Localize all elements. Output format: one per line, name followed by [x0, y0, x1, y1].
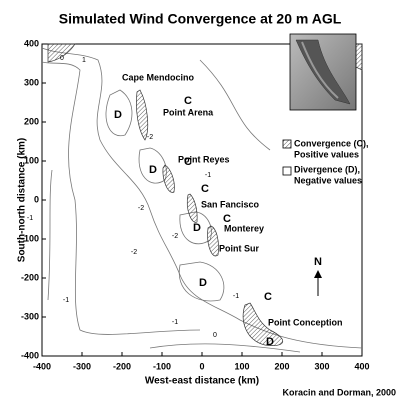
x-tick-label: -400: [33, 361, 51, 371]
y-tick-label: -300: [21, 311, 39, 321]
place-label: Point Arena: [163, 107, 214, 117]
contour-label: -1: [172, 319, 178, 326]
contour-label: -2: [147, 134, 153, 141]
region-label: C: [223, 213, 231, 225]
legend-label: Convergence (C),: [294, 138, 369, 148]
y-tick-label: 0: [34, 194, 39, 204]
x-axis-label: West-east distance (km): [145, 376, 259, 387]
x-tick-label: 200: [274, 361, 289, 371]
contour-label: -1: [63, 297, 69, 304]
source: Koracin and Dorman, 2000: [282, 387, 396, 397]
contour-label: 0: [213, 332, 217, 339]
region-label: C: [201, 183, 209, 195]
legend-label: Negative values: [294, 175, 362, 185]
contour-label: -1: [233, 293, 239, 300]
y-tick-label: 300: [24, 77, 39, 87]
contour-label: 1: [82, 57, 86, 64]
contour-label: -2: [131, 249, 137, 256]
place-label: Cape Mendocino: [122, 72, 195, 82]
place-label: Monterey: [224, 223, 264, 233]
contour-label: -2: [172, 233, 178, 240]
north-label: N: [314, 256, 322, 268]
x-tick-label: 300: [314, 361, 329, 371]
region-label: C: [264, 291, 272, 303]
y-tick-label: -100: [21, 233, 39, 243]
contour-label: -2: [138, 205, 144, 212]
y-axis-label: South-north distance (km): [17, 138, 28, 262]
place-label: Point Sur: [219, 243, 259, 253]
y-tick-label: 100: [24, 155, 39, 165]
north-arrow: [314, 270, 322, 296]
region-label: C: [184, 95, 192, 107]
x-tick-label: 100: [234, 361, 249, 371]
legend-swatch: [282, 166, 292, 176]
legend-label: Divergence (D),: [294, 164, 360, 174]
x-tick-label: 400: [354, 361, 369, 371]
contour-label: -1: [205, 172, 211, 179]
y-tick-label: -200: [21, 272, 39, 282]
place-label: Point Reyes: [178, 154, 230, 164]
legend-label: Positive values: [294, 149, 359, 159]
region-label: C: [184, 156, 192, 168]
region-label: D: [114, 109, 122, 121]
y-tick-label: 200: [24, 116, 39, 126]
region-label: D: [149, 164, 157, 176]
x-tick-label: -300: [73, 361, 91, 371]
contour-label: -1: [27, 215, 33, 222]
x-tick-label: 0: [199, 361, 204, 371]
region-label: D: [193, 222, 201, 234]
place-label: San Fancisco: [201, 199, 260, 209]
contour-label: 0: [60, 55, 64, 62]
y-tick-label: 400: [24, 38, 39, 48]
x-tick-label: -100: [153, 361, 171, 371]
inset-map: [289, 33, 357, 111]
y-tick-label: -400: [21, 350, 39, 360]
chart-title: Simulated Wind Convergence at 20 m AGL: [59, 11, 342, 27]
legend-swatch: [282, 139, 292, 149]
region-label: D: [266, 336, 274, 348]
x-tick-label: -200: [113, 361, 131, 371]
place-label: Point Conception: [268, 317, 343, 327]
region-label: D: [199, 277, 207, 289]
